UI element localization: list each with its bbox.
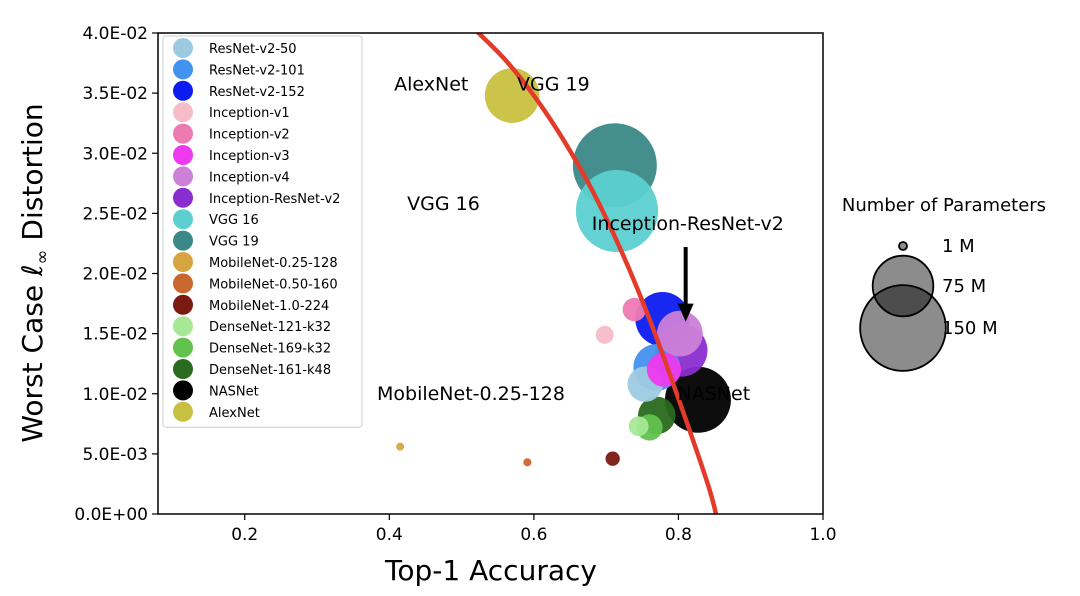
point-densenet-121-k32 [628, 416, 649, 437]
legend-label-inception-v3: Inception-v3 [209, 149, 290, 164]
legend-marker-vgg-19 [173, 230, 193, 251]
x-tick-label: 0.6 [520, 525, 547, 545]
point-mobilenet-1-0-224 [605, 451, 620, 466]
legend-label-densenet-121-k32: DenseNet-121-k32 [209, 320, 331, 335]
size-legend-circle-150-m [859, 284, 947, 372]
legend-marker-nasnet [173, 380, 193, 401]
point-vgg-16 [575, 169, 659, 253]
y-tick-label: 2.0E-02 [82, 265, 148, 285]
annotation-inception-resnet-v2: Inception-ResNet-v2 [592, 213, 784, 235]
legend-label-densenet-161-k48: DenseNet-161-k48 [209, 363, 331, 378]
x-tick-label: 0.4 [376, 525, 403, 545]
legend-marker-vgg-16 [173, 209, 193, 230]
legend-label-nasnet: NASNet [209, 384, 259, 399]
size-legend-label-1-m: 1 M [942, 236, 975, 257]
annotation-mobilenet-0-25-128: MobileNet-0.25-128 [377, 383, 565, 405]
size-legend-title: Number of Parameters [842, 195, 1046, 216]
legend-marker-inception-v4 [173, 166, 193, 187]
y-tick-label: 4.0E-02 [82, 24, 148, 44]
y-tick-label: 0.0E+00 [74, 505, 148, 525]
y-tick-label: 2.5E-02 [82, 204, 148, 224]
legend-marker-inception-resnet-v2 [173, 187, 193, 208]
legend-label-resnet-v2-101: ResNet-v2-101 [209, 63, 305, 78]
legend-marker-mobilenet-1-0-224 [173, 294, 193, 315]
legend-marker-mobilenet-0-25-128 [173, 252, 193, 272]
y-axis-title: Worst Case ℓ∞ Distortion [16, 103, 53, 442]
x-tick-label: 0.2 [231, 525, 258, 545]
y-axis-title-symbol: ℓ [16, 264, 49, 277]
annotation-vgg-19: VGG 19 [517, 74, 590, 96]
legend-box [162, 35, 363, 428]
legend-label-inception-v2: Inception-v2 [209, 128, 290, 143]
legend-label-resnet-v2-50: ResNet-v2-50 [209, 42, 297, 57]
y-axis-title-suffix: Distortion [16, 103, 49, 249]
legend-label-resnet-v2-152: ResNet-v2-152 [209, 85, 305, 100]
legend-label-inception-v1: Inception-v1 [209, 106, 290, 121]
legend-marker-densenet-169-k32 [173, 337, 193, 358]
axis-ticks: 0.2 0.4 0.6 0.8 1.0 0.0E+00 5.0E-03 1.0E-02 1.5E… [74, 24, 836, 545]
point-inception-v4 [657, 310, 703, 357]
trend-curve [475, 33, 719, 514]
arrow-head [677, 303, 694, 322]
legend-label-vgg-19: VGG 19 [209, 235, 259, 250]
annotation-vgg-16: VGG 16 [407, 193, 480, 215]
legend-marker-resnet-v2-152 [173, 80, 193, 101]
legend-label-mobilenet-0-50-160: MobileNet-0.50-160 [209, 277, 338, 292]
point-mobilenet-0-50-160 [523, 458, 532, 467]
y-tick-label: 3.0E-02 [82, 144, 148, 164]
legend-label-inception-v4: Inception-v4 [209, 170, 290, 185]
point-mobilenet-0-25-128 [396, 442, 405, 451]
annotation-nasnet: NASNet [678, 383, 751, 405]
legend: ResNet-v2-50 ResNet-v2-101 ResNet-v2-152 In… [162, 35, 363, 428]
legend-marker-inception-v3 [173, 145, 193, 165]
x-axis-title: Top-1 Accuracy [384, 554, 597, 587]
y-axis-title-prefix: Worst Case [16, 276, 49, 443]
annotation-alexnet: AlexNet [394, 74, 468, 96]
point-inception-v2 [622, 297, 647, 322]
legend-label-vgg-16: VGG 16 [209, 213, 259, 228]
y-axis-title-subscript: ∞ [32, 249, 53, 264]
legend-marker-densenet-161-k48 [173, 359, 193, 379]
y-tick-label: 1.5E-02 [82, 325, 148, 345]
legend-label-densenet-169-k32: DenseNet-169-k32 [209, 342, 331, 357]
size-legend: Number of Parameters 1 M 75 M 150 M [842, 195, 1046, 372]
size-legend-label-75-m: 75 M [942, 276, 986, 297]
legend-label-alexnet: AlexNet [209, 406, 260, 421]
legend-marker-inception-v2 [173, 123, 193, 144]
y-tick-label: 5.0E-03 [82, 445, 148, 465]
legend-marker-alexnet [173, 401, 193, 422]
trend-curve-layer [475, 33, 719, 514]
size-legend-label-150-m: 150 M [942, 318, 998, 339]
size-legend-circle-1-m [898, 241, 908, 251]
annotation-layer: AlexNet VGG 19 VGG 16 Inception-ResNet-v2 Mo… [377, 74, 784, 405]
y-tick-label: 1.0E-02 [82, 385, 148, 405]
x-tick-label: 1.0 [809, 525, 836, 545]
legend-label-mobilenet-1-0-224: MobileNet-1.0-224 [209, 299, 329, 314]
point-nasnet [664, 366, 731, 433]
x-tick-label: 0.8 [665, 525, 692, 545]
legend-marker-resnet-v2-50 [173, 38, 193, 58]
legend-marker-inception-v1 [173, 102, 193, 123]
legend-marker-densenet-121-k32 [173, 316, 193, 337]
legend-label-mobilenet-0-25-128: MobileNet-0.25-128 [209, 256, 338, 271]
legend-marker-resnet-v2-101 [173, 59, 193, 80]
y-tick-label: 3.5E-02 [82, 84, 148, 104]
data-points [396, 68, 731, 467]
legend-marker-mobilenet-0-50-160 [173, 273, 193, 294]
point-inception-v1 [595, 325, 614, 344]
legend-label-inception-resnet-v2: Inception-ResNet-v2 [209, 192, 340, 207]
